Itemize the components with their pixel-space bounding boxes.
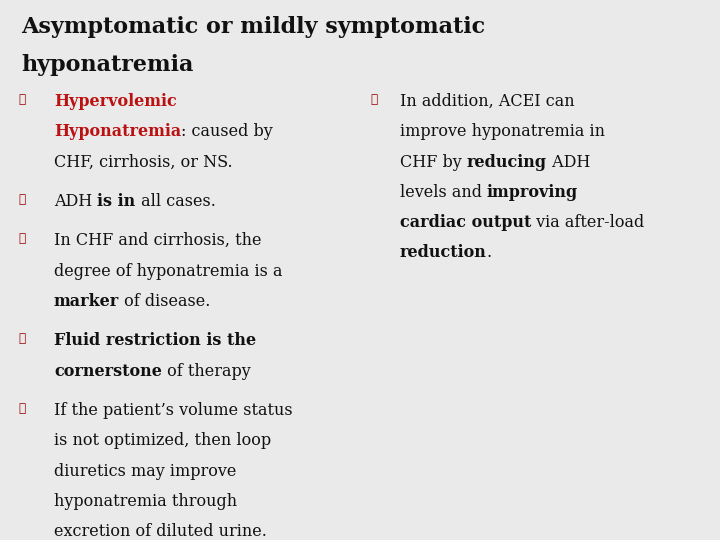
Text: In CHF and cirrhosis, the: In CHF and cirrhosis, the (54, 232, 261, 249)
Text: via after-load: via after-load (531, 214, 644, 231)
Text: : caused by: : caused by (181, 123, 273, 140)
Text: hyponatremia: hyponatremia (22, 53, 194, 76)
Text: ❖: ❖ (18, 93, 25, 106)
Text: improve hyponatremia in: improve hyponatremia in (400, 123, 605, 140)
Text: cardiac output: cardiac output (400, 214, 531, 231)
Text: diuretics may improve: diuretics may improve (54, 463, 236, 480)
Text: Hypervolemic: Hypervolemic (54, 93, 176, 110)
Text: ❖: ❖ (18, 193, 25, 206)
Text: is in: is in (97, 193, 135, 210)
Text: ❖: ❖ (18, 402, 25, 415)
Text: Hyponatremia: Hyponatremia (54, 123, 181, 140)
Text: ADH: ADH (546, 153, 590, 171)
Text: cornerstone: cornerstone (54, 362, 162, 380)
Text: .: . (487, 245, 492, 261)
Text: degree of hyponatremia is a: degree of hyponatremia is a (54, 262, 282, 280)
Text: ❖: ❖ (371, 93, 378, 106)
Text: is not optimized, then loop: is not optimized, then loop (54, 432, 271, 449)
Text: all cases.: all cases. (135, 193, 215, 210)
Text: of therapy: of therapy (162, 362, 251, 380)
Text: hyponatremia through: hyponatremia through (54, 493, 237, 510)
Text: CHF by: CHF by (400, 153, 467, 171)
Text: marker: marker (54, 293, 120, 310)
Text: improving: improving (487, 184, 578, 201)
Text: reducing: reducing (467, 153, 546, 171)
Text: of disease.: of disease. (120, 293, 211, 310)
Text: CHF, cirrhosis, or NS.: CHF, cirrhosis, or NS. (54, 153, 233, 171)
Text: reduction: reduction (400, 245, 487, 261)
Text: In addition, ACEI can: In addition, ACEI can (400, 93, 575, 110)
Text: Fluid restriction is the: Fluid restriction is the (54, 332, 256, 349)
Text: ❖: ❖ (18, 332, 25, 345)
Text: Asymptomatic or mildly symptomatic: Asymptomatic or mildly symptomatic (22, 16, 486, 38)
Text: If the patient’s volume status: If the patient’s volume status (54, 402, 292, 419)
Text: ADH: ADH (54, 193, 97, 210)
Text: excretion of diluted urine.: excretion of diluted urine. (54, 523, 267, 540)
Text: ❖: ❖ (18, 232, 25, 245)
Text: levels and: levels and (400, 184, 487, 201)
